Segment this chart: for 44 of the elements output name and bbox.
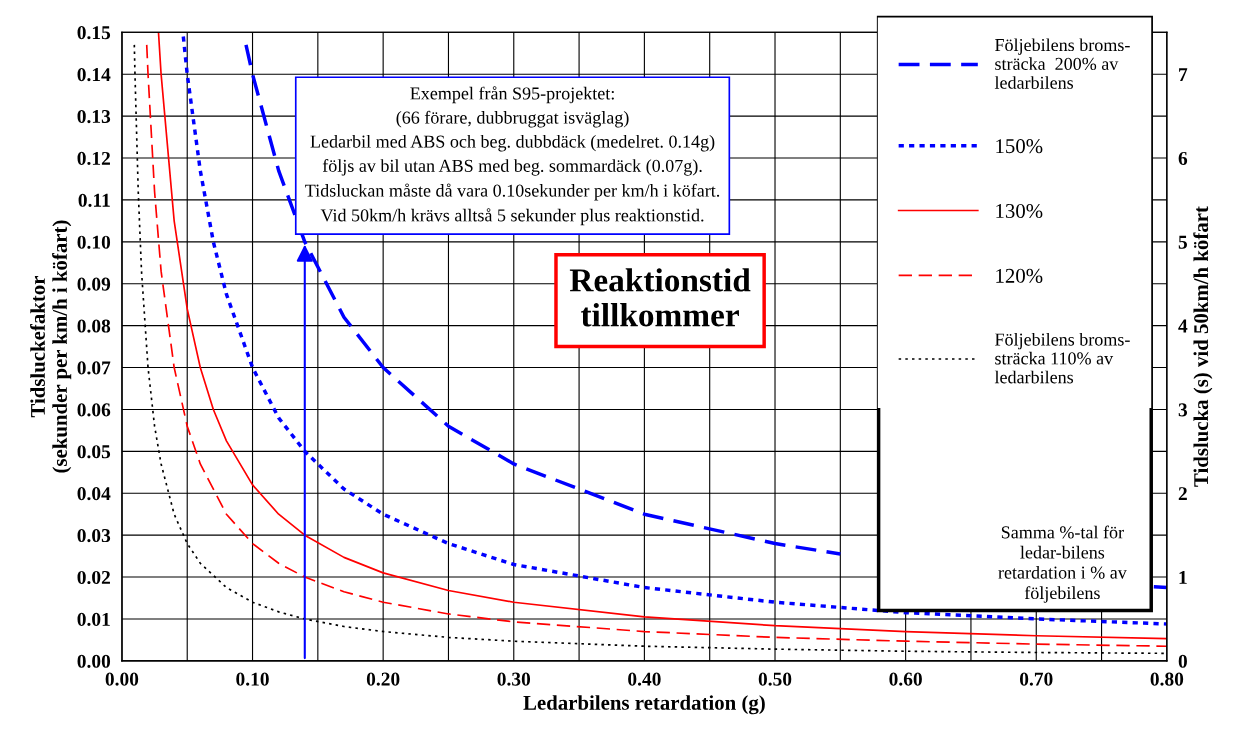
y-tick-label: 0.15 [77, 26, 111, 40]
y-tick-label: 0.08 [77, 319, 111, 333]
y2-tick-label: 3 [1178, 403, 1188, 417]
y-tick-label: 0.02 [77, 570, 110, 585]
y-tick-label: 0.01 [77, 612, 110, 626]
legend-label: 150% [996, 139, 1043, 154]
legend-label: 120% [996, 268, 1043, 283]
y-tick-label: 0.09 [77, 277, 111, 291]
annotation: Samma %-tal för ledar-bilens retardation i % av följebilens [998, 525, 1127, 603]
y-axis-title: Tidsluckefaktor (sekunder per km/h i köfart) [30, 220, 72, 473]
x-axis-title: Ledarbilens retardation (g) [523, 695, 765, 715]
x-tick-label: 0.70 [1019, 672, 1053, 686]
x-tick-label: 0.10 [236, 672, 269, 686]
y2-axis-title: Tidslucka (s) vid 50km/h köfart [1193, 206, 1213, 487]
x-tick-label: 0.20 [366, 672, 400, 686]
y-tick-label: 0.07 [77, 361, 111, 375]
y2-tick-label: 2 [1178, 487, 1187, 500]
y-tick-label: 0.13 [77, 109, 111, 124]
y-tick-label: 0.14 [77, 68, 111, 82]
x-tick-label: 0.50 [758, 672, 792, 686]
legend-label: 130% [996, 203, 1043, 219]
y-tick-label: 0.10 [77, 235, 111, 249]
x-tick-label: 0.30 [497, 672, 531, 686]
x-tick-label: 0.40 [628, 672, 661, 686]
y-tick-label: 0.12 [77, 151, 110, 166]
y-tick-label: 0.04 [77, 487, 111, 501]
y2-tick-label: 4 [1178, 319, 1188, 333]
y2-tick-label: 6 [1178, 151, 1188, 165]
x-tick-label: 0.60 [889, 672, 922, 686]
y2-tick-label: 1 [1179, 570, 1187, 584]
legend-label: Följebilens broms- sträcka 200% av ledarbilens [994, 38, 1130, 89]
legend-label: Följebilens broms- sträcka 110% av ledarbilens [994, 332, 1130, 384]
x-tick-label: 0.00 [105, 672, 139, 686]
y-tick-label: 0.03 [77, 528, 111, 543]
y-tick-label: 0.06 [77, 403, 111, 417]
y-tick-label: 0.11 [78, 193, 110, 207]
annotation: Exempel från S95-projektet: (66 förare, dubbruggat isväglag) Ledarbil med ABS och beg. dubbdäck (medelret. 0.14g) följs av bil utan ABS med beg. sommardäck (0.07g). Tidsluckan måste då vara 0.10sekunder per km/h i köfart. Vid 50km/h krävs alltså 5 sekunder plus reaktionstid. [305, 86, 720, 226]
y2-tick-label: 7 [1179, 68, 1188, 81]
y-tick-label: 0.05 [77, 445, 111, 459]
x-tick-label: 0.80 [1150, 672, 1184, 686]
y2-tick-label: 0 [1178, 654, 1187, 668]
annotation: Reaktionstid tillkommer [569, 268, 751, 327]
y2-tick-label: 5 [1178, 235, 1187, 249]
y-tick-label: 0.00 [77, 654, 111, 668]
